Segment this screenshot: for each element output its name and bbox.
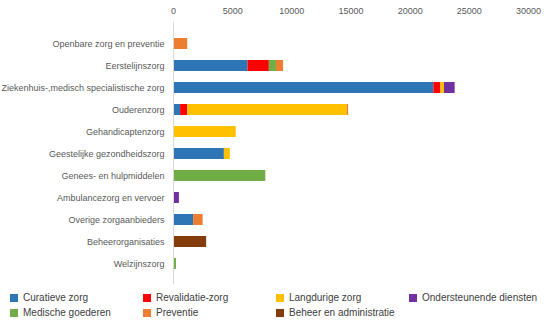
svg-text:Genees- en hulpmiddelen: Genees- en hulpmiddelen [61, 171, 164, 181]
svg-text:Ouderenzorg: Ouderenzorg [112, 105, 165, 115]
html-text:Langdurige zorg: Langdurige zorg [289, 292, 362, 303]
svg-text:Beheerorganisaties: Beheerorganisaties [87, 237, 165, 247]
svg-text:30000: 30000 [516, 6, 541, 16]
html-text:Revalidatie-zorg: Revalidatie-zorg [156, 292, 229, 303]
html-text:Medische goederen: Medische goederen [23, 307, 111, 318]
svg-text:5000: 5000 [223, 6, 243, 16]
html-text:Ondersteunende diensten: Ondersteunende diensten [422, 292, 538, 303]
svg-text:Welzijnszorg: Welzijnszorg [114, 259, 165, 269]
svg-text:Gehandicaptenzorg: Gehandicaptenzorg [86, 127, 165, 137]
svg-text:Ziekenhuis-,medisch specialist: Ziekenhuis-,medisch specialistische zorg [1, 83, 164, 93]
svg-text:Eerstelijnszorg: Eerstelijnszorg [105, 61, 164, 71]
svg-text:Geestelijke gezondheidszorg: Geestelijke gezondheidszorg [49, 149, 165, 159]
svg-text:10000: 10000 [279, 6, 304, 16]
html-text:Preventie: Preventie [156, 307, 199, 318]
html-text:Beheer en administratie: Beheer en administratie [289, 307, 395, 318]
svg-text:0: 0 [171, 6, 176, 16]
svg-text:Overige zorgaanbieders: Overige zorgaanbieders [68, 215, 165, 225]
svg-text:20000: 20000 [398, 6, 423, 16]
svg-text:Openbare zorg en preventie: Openbare zorg en preventie [52, 39, 164, 49]
html-text:Curatieve zorg: Curatieve zorg [23, 292, 88, 303]
svg-text:25000: 25000 [457, 6, 482, 16]
svg-text:Ambulancezorg en vervoer: Ambulancezorg en vervoer [57, 193, 165, 203]
svg-text:15000: 15000 [338, 6, 363, 16]
